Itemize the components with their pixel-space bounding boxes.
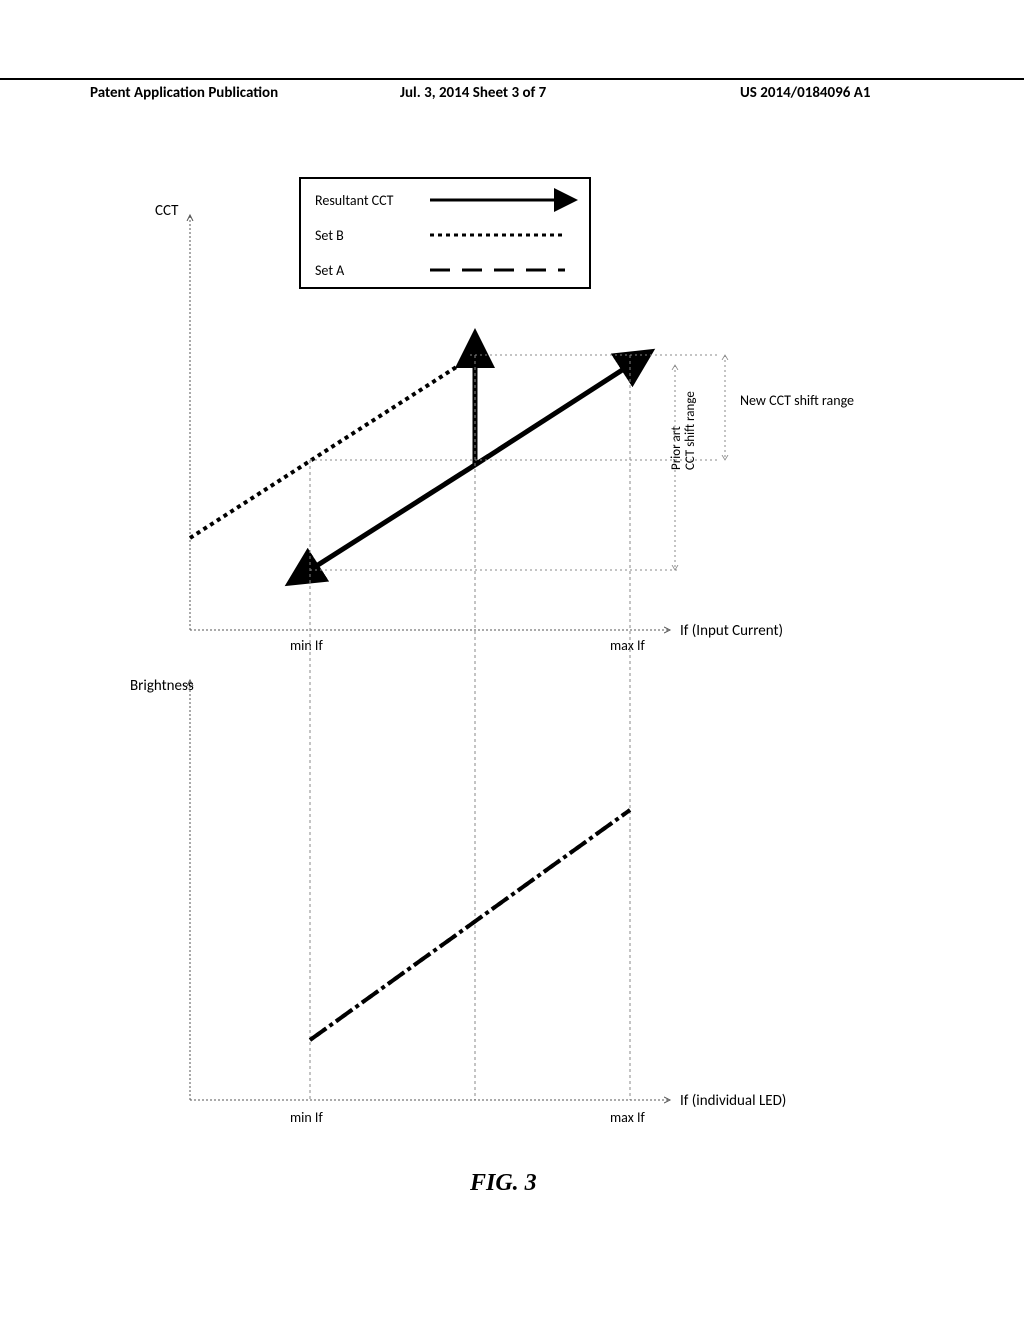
bottom-chart: Brightness If (individual LED) min If ma… bbox=[130, 677, 786, 1126]
figure-svg: Resultant CCT Set B Set A CCT If (Input … bbox=[120, 170, 880, 1140]
resultant-seg-1 bbox=[310, 465, 475, 570]
top-xtick-min: min If bbox=[290, 637, 323, 654]
bottom-xtick-min: min If bbox=[290, 1109, 323, 1126]
figure-caption: FIG. 3 bbox=[470, 1170, 537, 1197]
top-y-label: CCT bbox=[155, 202, 179, 220]
header-left: Patent Application Publication bbox=[90, 84, 278, 102]
bottom-xtick-max: max If bbox=[610, 1109, 646, 1126]
legend-box: Resultant CCT Set B Set A bbox=[300, 178, 590, 288]
setb-line bbox=[190, 355, 475, 538]
bottom-x-label: If (individual LED) bbox=[680, 1092, 786, 1110]
top-xtick-max: max If bbox=[610, 637, 646, 654]
top-chart: CCT If (Input Current) min If max If New… bbox=[155, 202, 854, 1100]
legend-label-0: Resultant CCT bbox=[315, 192, 394, 209]
header-right: US 2014/0184096 A1 bbox=[740, 84, 870, 102]
top-x-label: If (Input Current) bbox=[680, 622, 783, 640]
page-root: Patent Application Publication Jul. 3, 2… bbox=[0, 0, 1024, 1320]
header-center: Jul. 3, 2014 Sheet 3 of 7 bbox=[400, 84, 546, 102]
new-range-label: New CCT shift range bbox=[740, 392, 854, 409]
legend-label-2: Set A bbox=[315, 262, 345, 279]
legend-label-1: Set B bbox=[315, 227, 344, 244]
prior-range-label: Prior art CCT shift range bbox=[669, 391, 698, 470]
header-rule bbox=[0, 78, 1024, 80]
resultant-seg-3 bbox=[475, 365, 630, 465]
bottom-y-label: Brightness bbox=[130, 677, 194, 695]
